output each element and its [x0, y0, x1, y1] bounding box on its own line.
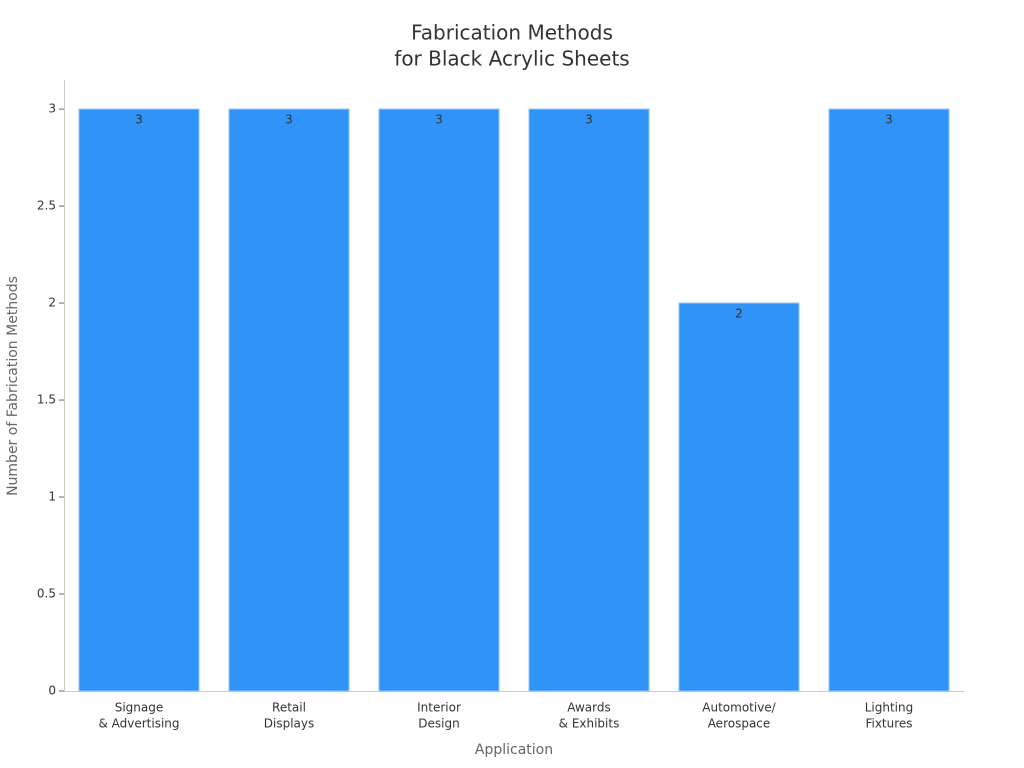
- x-tick-label: Fixtures: [865, 717, 912, 731]
- bar: [78, 108, 200, 692]
- y-tick-label: 1.5: [37, 393, 56, 407]
- x-tick-label: Automotive/: [702, 701, 776, 715]
- x-tick-label: Lighting: [865, 701, 914, 715]
- y-tick-label: 3: [48, 102, 56, 116]
- x-tick-label: Aerospace: [708, 717, 771, 731]
- x-tick-label: Displays: [264, 717, 314, 731]
- y-tick-label: 2.5: [37, 199, 56, 213]
- y-axis-label: Number of Fabrication Methods: [5, 276, 21, 496]
- value-label: 3: [435, 113, 443, 127]
- x-tick-label: Signage: [115, 701, 164, 715]
- bar: [678, 302, 800, 692]
- x-tick-label: Design: [418, 717, 459, 731]
- value-label: 3: [285, 113, 293, 127]
- x-tick-label: Retail: [272, 701, 306, 715]
- y-tick-label: 0: [48, 684, 56, 698]
- x-tick-label: Interior: [417, 701, 461, 715]
- y-tick-label: 2: [48, 296, 56, 310]
- x-tick-label: & Exhibits: [559, 717, 620, 731]
- value-label: 3: [585, 113, 593, 127]
- y-tick-label: 1: [48, 490, 56, 504]
- value-label: 2: [735, 307, 743, 321]
- x-tick-label: & Advertising: [98, 717, 179, 731]
- chart-title: for Black Acrylic Sheets: [394, 47, 629, 71]
- y-tick-label: 0.5: [37, 587, 56, 601]
- value-label: 3: [135, 113, 143, 127]
- x-tick-label: Awards: [567, 701, 610, 715]
- bar: [228, 108, 350, 692]
- value-label: 3: [885, 113, 893, 127]
- bar: [378, 108, 500, 692]
- chart-title: Fabrication Methods: [411, 21, 613, 45]
- x-axis-label: Application: [475, 742, 553, 758]
- bar: [828, 108, 950, 692]
- bar: [528, 108, 650, 692]
